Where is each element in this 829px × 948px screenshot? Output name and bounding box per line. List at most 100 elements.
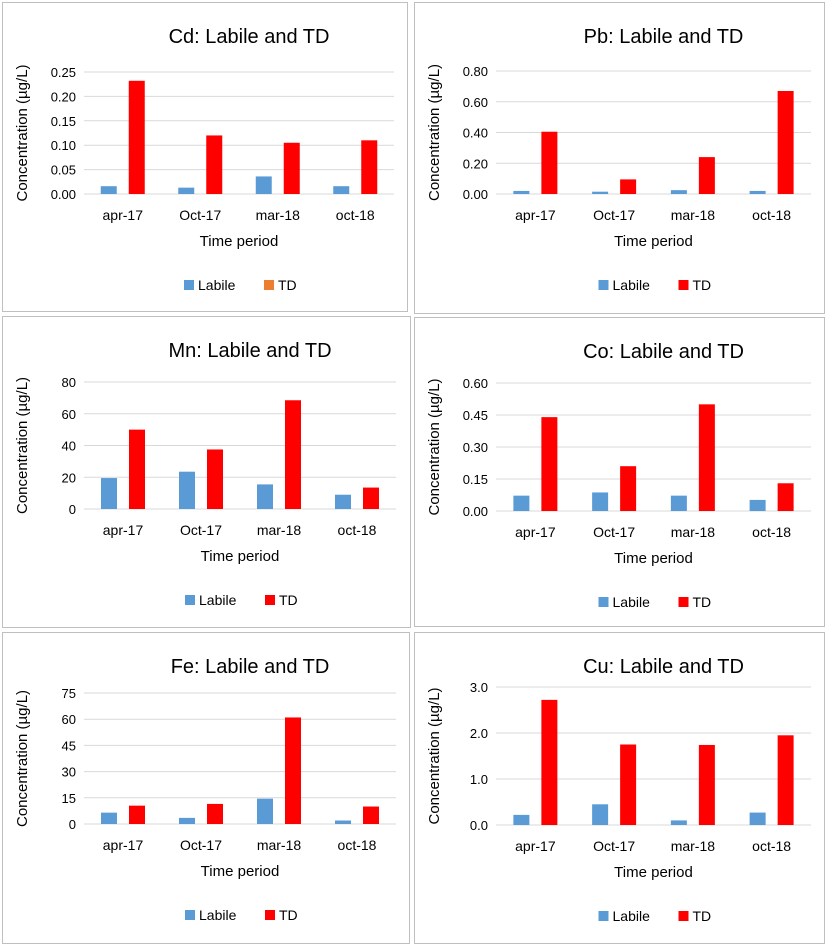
legend-label-labile: Labile bbox=[613, 908, 651, 924]
bar-labile-mar-18 bbox=[255, 176, 272, 194]
legend-label-labile: Labile bbox=[613, 277, 651, 293]
y-axis-label: Concentration (µg/L) bbox=[426, 378, 443, 515]
legend-swatch-td bbox=[678, 280, 689, 290]
x-tick-label: Oct-17 bbox=[593, 838, 635, 854]
legend-swatch-td bbox=[265, 595, 275, 605]
y-tick-label: 0.15 bbox=[463, 472, 488, 487]
bar-td-oct-17 bbox=[620, 179, 637, 194]
chart-title: Co: Labile and TD bbox=[583, 341, 744, 363]
x-tick-label: mar-18 bbox=[257, 522, 302, 538]
chart-panel-pb: Pb: Labile and TD 0.00 0.20 0.40 0.60 0.80 apr… bbox=[414, 2, 825, 314]
legend-swatch-labile bbox=[598, 280, 609, 290]
bar-labile-oct-18 bbox=[335, 820, 351, 824]
y-tick-label: 60 bbox=[62, 712, 76, 727]
x-tick-label: Oct-17 bbox=[180, 522, 222, 538]
y-tick-label: 0.45 bbox=[463, 408, 488, 423]
y-tick-label: 2.0 bbox=[470, 726, 488, 741]
bar-labile-mar-18 bbox=[257, 798, 273, 824]
bar-td-mar-18 bbox=[698, 157, 715, 194]
x-axis-label: Time period bbox=[614, 550, 693, 567]
x-tick-label: apr-17 bbox=[103, 207, 144, 223]
bar-labile-oct-17 bbox=[179, 817, 195, 824]
y-tick-label: 0.60 bbox=[463, 95, 488, 110]
legend-swatch-labile bbox=[598, 911, 609, 921]
legend-label-td: TD bbox=[693, 594, 712, 610]
y-tick-label: 0.40 bbox=[463, 126, 488, 141]
y-tick-label: 0.20 bbox=[51, 89, 76, 104]
y-tick-label: 0.0 bbox=[470, 818, 488, 833]
x-tick-label: mar-18 bbox=[256, 207, 301, 223]
legend-label-td: TD bbox=[278, 277, 297, 293]
legend-swatch-td bbox=[264, 280, 274, 290]
y-tick-label: 0.20 bbox=[463, 156, 488, 171]
legend-swatch-td bbox=[678, 597, 689, 607]
bar-labile-oct-17 bbox=[178, 187, 195, 194]
bar-labile-apr-17 bbox=[513, 190, 530, 194]
x-tick-label: apr-17 bbox=[103, 522, 144, 538]
x-axis-label: Time period bbox=[200, 233, 279, 250]
legend-swatch-td bbox=[678, 911, 689, 921]
bar-labile-mar-18 bbox=[257, 484, 273, 509]
bar-td-oct-18 bbox=[777, 483, 794, 511]
y-axis-label: Concentration (µg/L) bbox=[14, 690, 31, 827]
x-tick-label: apr-17 bbox=[103, 837, 144, 853]
legend-swatch-labile bbox=[184, 280, 194, 290]
bar-labile-apr-17 bbox=[513, 495, 530, 511]
x-axis-label: Time period bbox=[201, 548, 280, 565]
chart-title: Fe: Labile and TD bbox=[171, 656, 330, 678]
y-tick-label: 0 bbox=[69, 502, 76, 517]
y-tick-label: 0.00 bbox=[463, 504, 488, 519]
chart-title: Mn: Labile and TD bbox=[168, 340, 331, 362]
chart-title: Cu: Labile and TD bbox=[583, 656, 744, 678]
bar-labile-oct-18 bbox=[333, 186, 350, 194]
bar-td-oct-17 bbox=[206, 135, 223, 194]
y-tick-label: 15 bbox=[62, 791, 76, 806]
bar-labile-oct-18 bbox=[749, 812, 766, 825]
legend-swatch-labile bbox=[185, 910, 195, 920]
x-tick-label: mar-18 bbox=[671, 838, 716, 854]
x-tick-label: mar-18 bbox=[257, 837, 302, 853]
pb-chart-svg: Pb: Labile and TD 0.00 0.20 0.40 0.60 0.80 apr… bbox=[426, 26, 811, 293]
y-tick-label: 30 bbox=[62, 765, 76, 780]
bar-td-mar-18 bbox=[698, 404, 715, 511]
bar-labile-mar-18 bbox=[670, 190, 687, 194]
fe-chart-svg: Fe: Labile and TD 0 15 30 45 60 75 apr-17 Oct-17… bbox=[14, 656, 396, 923]
x-tick-label: apr-17 bbox=[515, 838, 556, 854]
bar-labile-oct-17 bbox=[179, 471, 195, 509]
x-axis-label: Time period bbox=[201, 863, 280, 880]
legend-swatch-labile bbox=[598, 597, 609, 607]
legend-label-labile: Labile bbox=[613, 594, 651, 610]
bar-labile-apr-17 bbox=[513, 814, 530, 825]
bar-td-oct-17 bbox=[620, 744, 637, 825]
x-tick-label: mar-18 bbox=[671, 207, 716, 223]
bar-td-apr-17 bbox=[129, 429, 145, 509]
bar-labile-oct-18 bbox=[335, 494, 351, 509]
bar-labile-oct-17 bbox=[592, 804, 609, 825]
bar-td-oct-17 bbox=[620, 466, 637, 511]
y-tick-label: 3.0 bbox=[470, 680, 488, 695]
y-tick-label: 0.80 bbox=[463, 64, 488, 79]
y-axis-label: Concentration (µg/L) bbox=[426, 64, 443, 201]
y-tick-label: 0.60 bbox=[463, 376, 488, 391]
bar-labile-mar-18 bbox=[670, 820, 687, 825]
bar-labile-oct-18 bbox=[749, 499, 766, 511]
x-tick-label: oct-18 bbox=[752, 524, 791, 540]
cu-chart-svg: Cu: Labile and TD 0.0 1.0 2.0 3.0 apr-17 Oct-1… bbox=[426, 656, 811, 924]
y-tick-label: 0.00 bbox=[51, 187, 76, 202]
legend-label-labile: Labile bbox=[199, 907, 237, 923]
legend-label-td: TD bbox=[279, 907, 298, 923]
y-tick-label: 0 bbox=[69, 817, 76, 832]
x-tick-label: oct-18 bbox=[338, 522, 377, 538]
bar-td-apr-17 bbox=[541, 131, 558, 194]
bar-labile-oct-17 bbox=[592, 492, 609, 511]
chart-panel-co: Co: Labile and TD 0.00 0.15 0.30 0.45 0.60 apr… bbox=[414, 317, 825, 627]
bar-td-apr-17 bbox=[541, 699, 558, 825]
bar-labile-apr-17 bbox=[100, 186, 117, 194]
bar-td-oct-18 bbox=[361, 140, 378, 194]
y-tick-label: 40 bbox=[62, 439, 76, 454]
bar-td-apr-17 bbox=[541, 417, 558, 511]
chart-title: Pb: Labile and TD bbox=[584, 26, 744, 48]
bar-td-apr-17 bbox=[129, 805, 145, 824]
x-axis-label: Time period bbox=[614, 233, 693, 250]
bar-labile-oct-17 bbox=[592, 191, 609, 194]
